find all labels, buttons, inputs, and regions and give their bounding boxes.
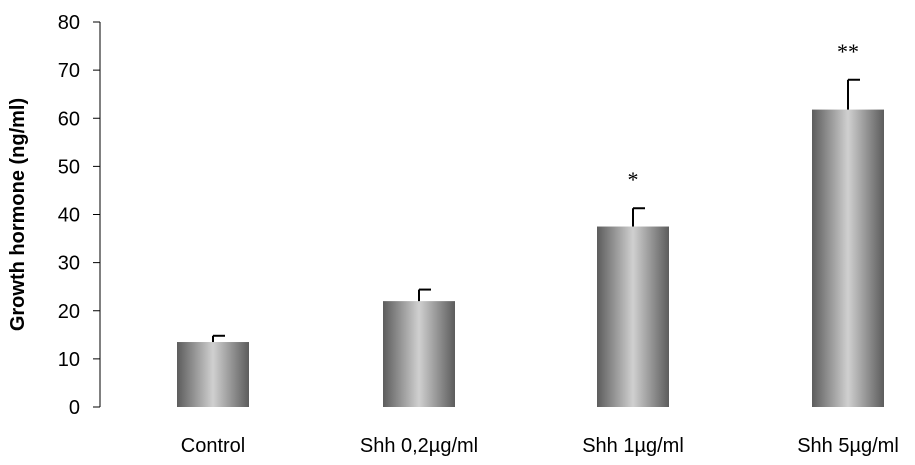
bars: ***	[177, 39, 884, 408]
x-axis-labels: Control Shh 0,2µg/ml Shh 1µg/ml Shh 5µg/ml	[181, 435, 899, 457]
bar	[812, 109, 884, 408]
y-tick-label: 80	[58, 12, 80, 34]
y-tick-label: 0	[69, 397, 80, 419]
significance-annotation: *	[628, 167, 639, 192]
y-tick-label: 60	[58, 108, 80, 130]
y-axis-title: Growth hormone (ng/ml)	[7, 98, 29, 331]
bar	[597, 226, 669, 407]
y-tick-label: 70	[58, 60, 80, 82]
x-category-label: Control	[181, 435, 245, 457]
x-category-label: Shh 0,2µg/ml	[360, 435, 478, 457]
bar	[383, 301, 455, 407]
x-category-label: Shh 5µg/ml	[797, 435, 899, 457]
y-axis: 0 10 20 30 40 50 60 70 80	[58, 12, 101, 419]
significance-annotation: **	[837, 39, 859, 64]
y-tick-label: 20	[58, 301, 80, 323]
y-tick-label: 50	[58, 156, 80, 178]
x-category-label: Shh 1µg/ml	[582, 435, 684, 457]
bar	[177, 342, 249, 407]
y-tick-label: 30	[58, 253, 80, 275]
y-tick-label: 40	[58, 205, 80, 227]
y-tick-label: 10	[58, 349, 80, 371]
